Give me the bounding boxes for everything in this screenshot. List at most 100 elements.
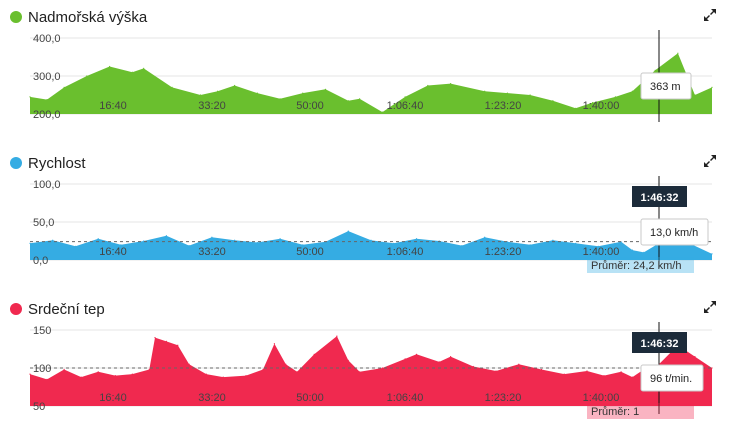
data-point xyxy=(711,86,713,88)
x-tick-label: 1:40:00 xyxy=(583,100,620,112)
altitude-header: Nadmořská výška xyxy=(10,7,147,27)
y-tick-label: 50,0 xyxy=(33,217,54,229)
data-point xyxy=(359,371,361,373)
data-point xyxy=(109,65,111,68)
value-tooltip xyxy=(640,72,692,100)
average-label: Průměr: 24,2 km/h xyxy=(591,260,681,272)
data-point xyxy=(518,363,520,365)
data-point xyxy=(165,340,167,342)
data-point xyxy=(370,239,372,241)
y-tick-label: 400,0 xyxy=(33,33,61,45)
data-point xyxy=(313,353,315,355)
data-point xyxy=(262,368,264,371)
data-point xyxy=(450,356,452,358)
heart-rate-title: Srdeční tep xyxy=(28,300,105,318)
data-point xyxy=(165,235,167,237)
data-point xyxy=(506,241,508,243)
x-tick-label: 16:40 xyxy=(99,246,127,258)
data-point xyxy=(563,373,565,375)
data-point xyxy=(273,343,275,345)
data-point xyxy=(575,242,577,244)
data-point xyxy=(427,84,429,87)
average-label-bg xyxy=(587,403,694,419)
x-tick-label: 16:40 xyxy=(99,392,127,404)
data-point xyxy=(529,244,531,246)
data-point xyxy=(97,371,99,373)
x-tick-label: 16:40 xyxy=(99,100,127,112)
data-point xyxy=(245,375,247,377)
time-badge-label: 1:46:32 xyxy=(641,192,679,204)
data-point xyxy=(154,337,156,339)
data-point xyxy=(86,75,88,77)
expand-icon[interactable] xyxy=(703,8,717,22)
heart-rate-chart: 150 100 50 16:40 33:20 50:00 1:06:40 1:23:20 1:4… xyxy=(29,322,713,419)
data-point xyxy=(575,107,577,109)
data-point xyxy=(540,368,543,371)
data-point xyxy=(279,238,281,240)
average-label-bg xyxy=(587,257,694,273)
data-point xyxy=(177,344,179,346)
data-point xyxy=(529,94,531,96)
x-tick-label: 1:23:20 xyxy=(485,246,522,258)
data-point xyxy=(404,96,406,98)
data-point xyxy=(415,353,418,355)
data-point xyxy=(143,67,145,69)
data-point xyxy=(46,99,48,101)
data-point xyxy=(631,376,634,378)
data-point xyxy=(256,241,258,244)
y-tick-label: 200,0 xyxy=(33,109,61,121)
data-point xyxy=(450,83,452,85)
data-point xyxy=(74,245,77,247)
x-tick-label: 1:23:20 xyxy=(485,392,522,404)
data-point xyxy=(302,92,304,94)
data-point xyxy=(381,111,383,113)
y-tick-label: 100,0 xyxy=(33,179,61,191)
x-tick-label: 1:06:40 xyxy=(387,392,424,404)
data-point xyxy=(148,368,150,371)
data-point xyxy=(552,239,554,241)
data-point xyxy=(131,373,133,375)
data-point xyxy=(597,245,599,247)
data-point xyxy=(188,245,190,247)
data-point xyxy=(120,244,122,246)
data-point xyxy=(461,245,463,247)
speed-chart: 100,0 50,0 0,0 16:40 33:20 50:00 1:06:40 1:23:2… xyxy=(29,176,713,273)
altitude-legend-dot xyxy=(10,11,22,23)
data-point xyxy=(654,69,656,71)
data-point xyxy=(205,373,207,375)
data-point xyxy=(63,86,65,88)
x-tick-label: 50:00 xyxy=(296,392,324,404)
time-badge-label: 1:46:32 xyxy=(641,338,679,350)
data-point xyxy=(285,363,287,365)
expand-icon[interactable] xyxy=(703,300,717,314)
altitude-panel: Nadmořská výška 400,0 300,0 200,0 16:40 33:2… xyxy=(0,0,731,130)
expand-icon[interactable] xyxy=(703,154,717,168)
data-point xyxy=(694,356,696,358)
heart-rate-header: Srdeční tep xyxy=(10,299,105,319)
data-point xyxy=(677,52,679,54)
value-tooltip-label: 13,0 km/h xyxy=(650,227,698,239)
y-tick-label: 300,0 xyxy=(33,71,61,83)
data-point xyxy=(296,371,298,373)
data-point xyxy=(29,96,31,98)
data-point xyxy=(97,238,99,240)
data-point xyxy=(495,370,497,372)
data-point xyxy=(359,98,361,100)
speed-panel: Rychlost 100,0 50,0 0,0 16:40 33:20 50:00 1:06… xyxy=(0,146,731,276)
data-point xyxy=(631,90,634,92)
heart-rate-legend-dot xyxy=(10,303,22,315)
value-tooltip-label: 363 m xyxy=(650,81,681,93)
data-point xyxy=(256,92,258,94)
value-tooltip xyxy=(640,218,709,246)
speed-header: Rychlost xyxy=(10,153,86,173)
data-point xyxy=(484,236,486,238)
average-label: Průměr: 1 xyxy=(591,406,639,418)
data-point xyxy=(302,244,304,246)
data-point xyxy=(620,371,622,373)
data-point xyxy=(46,378,48,380)
data-point xyxy=(404,358,406,360)
data-point xyxy=(347,100,349,102)
x-tick-label: 50:00 xyxy=(296,246,324,258)
x-tick-label: 33:20 xyxy=(198,392,226,404)
data-point xyxy=(29,373,31,375)
